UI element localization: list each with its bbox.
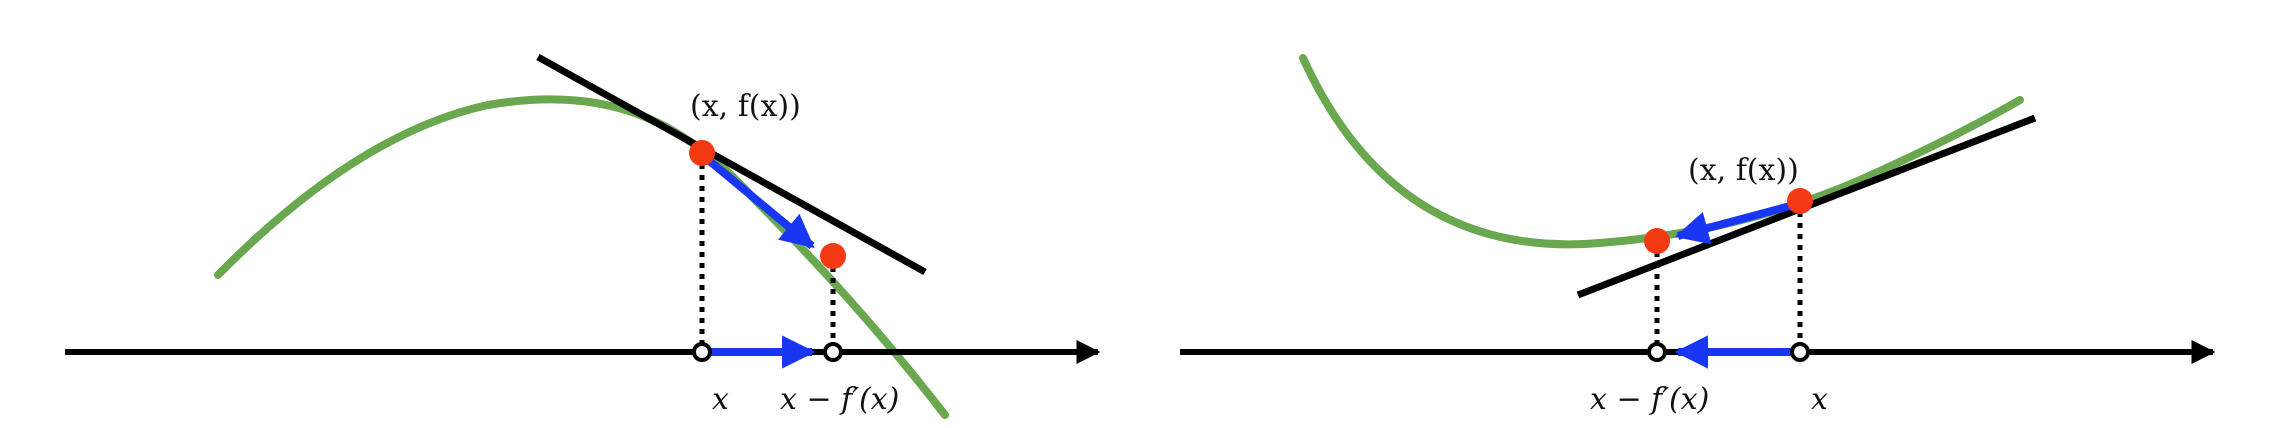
left-next-point [820, 243, 846, 269]
right-axis-x-marker [1790, 342, 1810, 362]
right-current-point [1787, 188, 1813, 214]
left-tangent-line [536, 53, 927, 276]
right-step-label: x − f′(x) [1590, 382, 1709, 417]
left-panel: (x, f(x)) x x − f′(x) [65, 53, 1101, 419]
right-x-label: x [1811, 382, 1828, 417]
left-point-label: (x, f(x)) [690, 89, 801, 124]
left-axis-step-marker [823, 342, 843, 362]
left-gradient-step-arrow [703, 154, 815, 250]
right-function-curve [1299, 54, 2024, 249]
left-current-point [689, 140, 715, 166]
right-axis-step-marker [1647, 342, 1667, 362]
left-axis-x-marker [692, 342, 712, 362]
left-x-label: x [712, 382, 729, 417]
right-point-label: (x, f(x)) [1688, 153, 1799, 188]
left-step-label: x − f′(x) [780, 382, 899, 417]
right-next-point [1644, 228, 1670, 254]
right-panel: (x, f(x)) x x − f′(x) [1180, 54, 2216, 417]
right-gradient-step-arrow [1674, 201, 1796, 245]
